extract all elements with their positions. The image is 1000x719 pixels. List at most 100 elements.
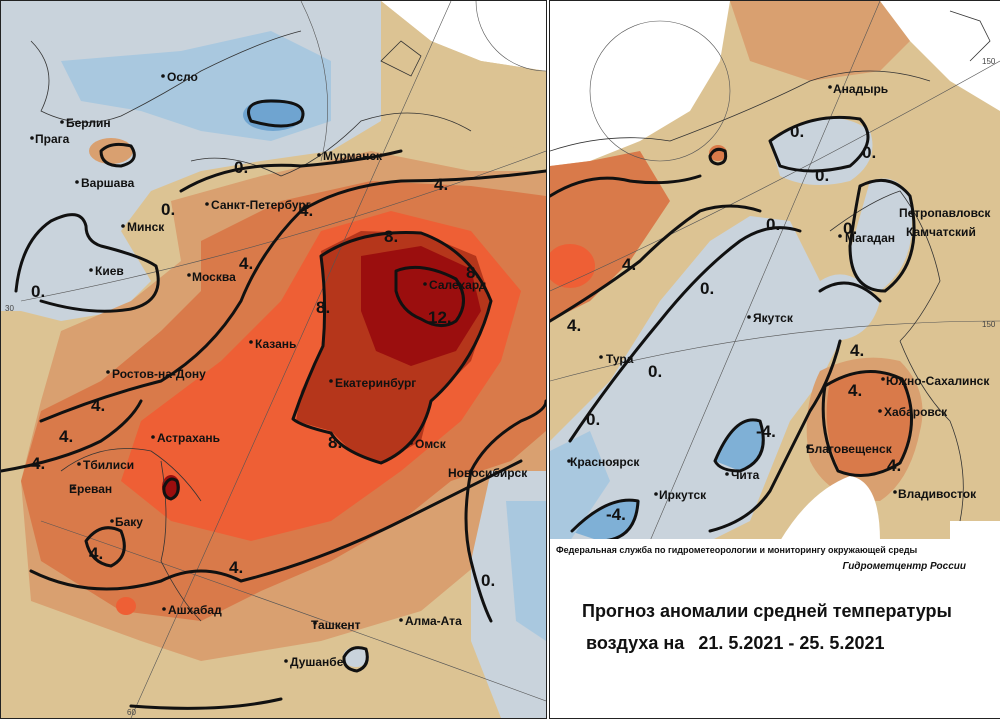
city-dot: [161, 74, 165, 78]
city-saint-petersburg: Санкт-Петербург: [211, 198, 311, 212]
city-kiev: Киев: [95, 264, 124, 278]
city-dot: [893, 490, 897, 494]
city-rostov: Ростов-на-Дону: [112, 367, 206, 381]
city-dot: [249, 340, 253, 344]
cold-okhotsk: [820, 274, 880, 341]
city-dushanbe: Душанбе: [290, 655, 344, 669]
isoline-4-baku: [84, 526, 126, 568]
contour-label: 0.: [766, 215, 780, 234]
coastline: [949, 10, 991, 62]
contour-label: 0.: [700, 279, 714, 298]
city-dot: [469, 469, 473, 473]
grid-label: 60: [127, 708, 136, 717]
graticule-line: [550, 60, 1000, 292]
city-dot: [284, 659, 288, 663]
grid-label: 30: [5, 304, 14, 313]
coastline: [899, 340, 964, 522]
city-dot: [313, 621, 317, 625]
city-dot: [329, 379, 333, 383]
isoline-0-okhotsk: [818, 281, 882, 303]
contour-label: 0.: [481, 571, 495, 590]
contour-label: 4.: [848, 381, 862, 400]
contour-label: -4.: [606, 505, 626, 524]
city-dot: [60, 120, 64, 124]
city-tashkent: Ташкент: [311, 618, 361, 632]
contour-label: 4.: [567, 316, 581, 335]
isoline-4-west: [1, 399, 143, 473]
city-dot: [106, 370, 110, 374]
city-novosibirsk: Новосибирск: [448, 466, 528, 480]
plus2-arctic: [730, 1, 910, 81]
contour-label: 4.: [59, 427, 73, 446]
isoline-minus-scandinavia: [247, 99, 305, 128]
city-dot: [838, 234, 842, 238]
isoline-caspian: [162, 477, 180, 501]
city-kamchatsky: Камчатский: [906, 225, 976, 239]
city-murmansk: Мурманск: [323, 149, 383, 163]
city-dot: [567, 459, 571, 463]
contour-label: 4.: [229, 558, 243, 577]
city-vladivostok: Владивосток: [898, 487, 977, 501]
city-almaty: Алма-Ата: [405, 614, 462, 628]
plus6-spot: [116, 597, 136, 615]
contour-label: 0.: [843, 219, 857, 238]
contour-label: 4.: [31, 454, 45, 473]
graticule-line: [130, 1, 452, 718]
isoline-0-east: [469, 399, 546, 473]
minus2-region: [550, 431, 610, 541]
isoline-0-chukotka: [768, 115, 870, 173]
forecast-center: Гидрометцентр России: [842, 561, 966, 572]
contour-label: 4.: [239, 254, 253, 273]
coastline: [190, 112, 472, 177]
contour-label: 4.: [434, 175, 448, 194]
coastline: [380, 40, 422, 77]
contour-label: 4.: [622, 255, 636, 274]
city-dot: [881, 377, 885, 381]
city-yekaterinburg: Екатеринбург: [335, 376, 416, 390]
isoline-4-west: [550, 204, 762, 323]
city-dot: [121, 224, 125, 228]
agency-name: Федеральная служба по гидрометеорологии …: [556, 545, 918, 555]
contour-label: 0.: [815, 166, 829, 185]
left-map-panel: Осло Берлин Прага Варшава Минск Киев Мос…: [0, 0, 547, 719]
city-ashgabat: Ашхабад: [168, 603, 222, 617]
graticule-line: [550, 320, 1000, 382]
contour-label: 8.: [466, 263, 480, 282]
city-dot: [89, 268, 93, 272]
coastline: [550, 70, 931, 152]
city-moscow: Москва: [192, 270, 236, 284]
city-anadyr: Анадырь: [833, 82, 888, 96]
cold-core-east: [506, 501, 546, 641]
city-salekhard: Салехард: [429, 278, 487, 292]
city-dot: [187, 273, 191, 277]
graticule-line: [649, 1, 881, 542]
forecast-period: воздуха на 21. 5.2021 - 25. 5.2021: [586, 633, 884, 654]
city-dot: [151, 435, 155, 439]
city-dot: [162, 607, 166, 611]
isoline-0-west: [14, 213, 160, 313]
graticule-circle: [589, 20, 731, 162]
contour-label: 0.: [586, 410, 600, 429]
city-dot: [77, 462, 81, 466]
city-astrakhan: Астрахань: [157, 431, 220, 445]
isoline-4-spot: [708, 147, 728, 166]
city-minsk: Минск: [127, 220, 165, 234]
city-dot: [409, 441, 413, 445]
info-box: Федеральная служба по гидрометеорологии …: [550, 539, 1000, 718]
isoline-0-central: [568, 226, 802, 443]
city-tura: Тура: [606, 352, 634, 366]
forecast-dates: 21. 5.2021 - 25. 5.2021: [698, 633, 885, 653]
city-dot: [599, 355, 603, 359]
cold-central: [550, 216, 850, 541]
arctic-blank: [381, 1, 546, 71]
grid-label: 150: [982, 320, 996, 329]
left-anomaly-map: Осло Берлин Прага Варшава Минск Киев Мос…: [1, 1, 546, 718]
isoline-4-north: [39, 169, 546, 423]
forecast-period-label: воздуха на: [586, 633, 685, 653]
city-dot: [110, 519, 114, 523]
contour-label: 0.: [648, 362, 662, 381]
isoline-4-northwest: [550, 174, 702, 198]
arctic-blank-east: [880, 1, 1000, 111]
city-blagoveshchensk: Благовещенск: [806, 442, 893, 456]
city-dot: [910, 211, 914, 215]
